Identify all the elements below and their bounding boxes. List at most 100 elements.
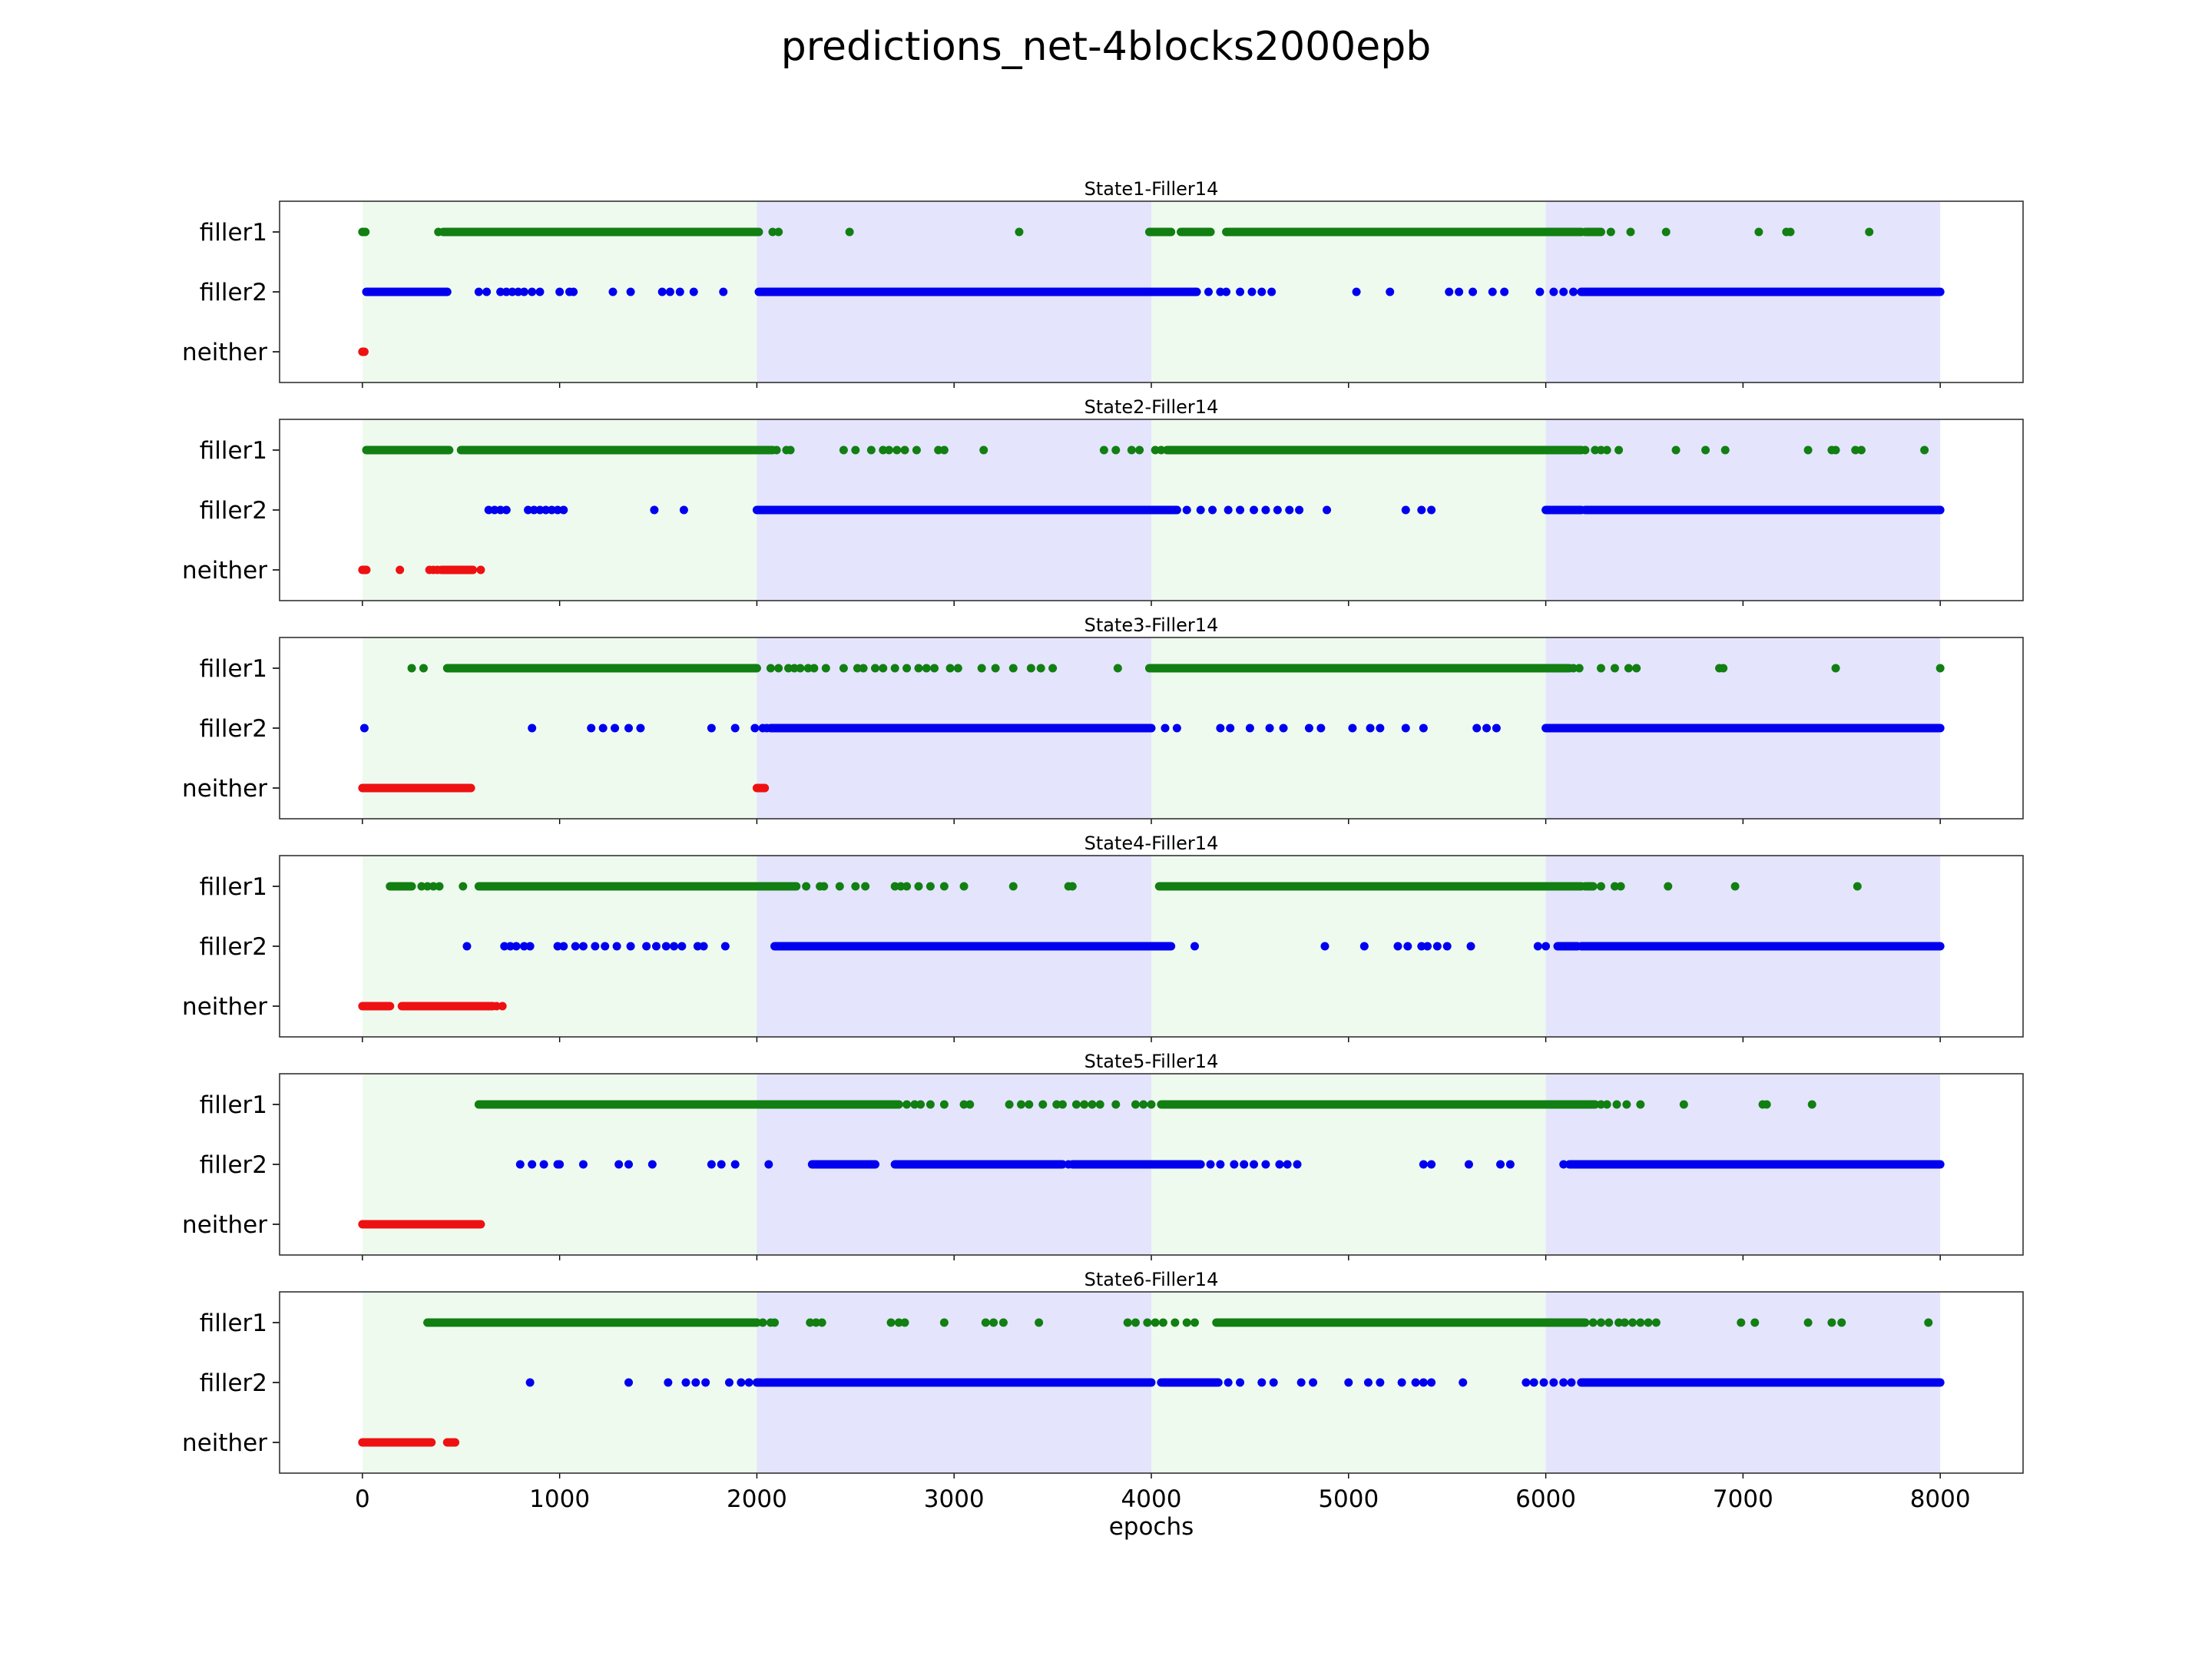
data-point: [1496, 1160, 1505, 1169]
data-point: [1222, 287, 1231, 296]
data-point: [681, 1378, 690, 1387]
data-point: [675, 287, 684, 296]
data-point: [1008, 664, 1018, 673]
data-point: [482, 287, 492, 296]
series-filler1: [358, 227, 1874, 237]
data-point: [1245, 724, 1254, 733]
data-point: [1206, 1160, 1215, 1169]
data-point: [1352, 287, 1361, 296]
data-point: [647, 1160, 657, 1169]
data-point: [1048, 664, 1058, 673]
data-point: [1080, 1100, 1089, 1109]
x-tick-label: 8000: [1910, 1485, 1971, 1513]
y-tick-label: neither: [182, 1211, 267, 1239]
data-point: [1936, 664, 1945, 673]
data-point: [693, 942, 702, 951]
data-point: [764, 1160, 773, 1169]
data-point: [750, 724, 760, 733]
data-point: [1257, 287, 1267, 296]
data-point: [1190, 942, 1199, 951]
data-point: [1158, 1318, 1167, 1327]
data-point: [626, 942, 635, 951]
data-point: [547, 505, 556, 515]
data-point: [1230, 1160, 1239, 1169]
data-point: [569, 287, 578, 296]
data-point: [1236, 505, 1245, 515]
data-point: [512, 942, 521, 951]
data-point: [1762, 1100, 1771, 1109]
data-point: [1008, 882, 1018, 891]
data-point: [661, 942, 671, 951]
data-point: [1386, 287, 1395, 296]
data-point: [1038, 1100, 1048, 1109]
data-point: [1661, 227, 1671, 237]
data-point: [1172, 724, 1181, 733]
data-point: [894, 1318, 903, 1327]
data-point: [1455, 287, 1464, 296]
data-point: [1459, 1378, 1468, 1387]
data-point: [851, 445, 860, 455]
data-point: [1569, 664, 1578, 673]
data-point: [1442, 942, 1452, 951]
data-point: [707, 724, 716, 733]
series-filler2: [484, 505, 1945, 515]
data-point: [1025, 1100, 1034, 1109]
data-point: [1151, 445, 1160, 455]
data-point: [1283, 1160, 1292, 1169]
data-point: [790, 664, 799, 673]
data-point: [1575, 664, 1584, 673]
data-point: [744, 1378, 753, 1387]
data-point: [490, 505, 499, 515]
data-point: [1581, 445, 1590, 455]
data-point: [677, 942, 687, 951]
data-point: [870, 664, 879, 673]
data-point: [861, 882, 870, 891]
data-point: [524, 505, 533, 515]
data-point: [879, 664, 888, 673]
data-point: [1924, 1318, 1933, 1327]
data-point: [578, 942, 588, 951]
data-point: [900, 1318, 909, 1327]
subplot-title: State4-Filler14: [1084, 833, 1219, 854]
x-tick-label: 7000: [1713, 1485, 1773, 1513]
data-point: [1143, 1318, 1152, 1327]
data-point: [1464, 1160, 1473, 1169]
data-point: [1236, 287, 1245, 296]
x-axis: 0 1000 2000 3000 4000 5000 6000 7000 8000 epochs: [355, 1485, 1971, 1541]
data-point: [939, 1100, 949, 1109]
data-point: [624, 1160, 634, 1169]
x-tick-label: 2000: [727, 1485, 787, 1513]
data-point: [1588, 1318, 1598, 1327]
data-point: [1602, 445, 1611, 455]
data-point: [519, 287, 528, 296]
data-point: [555, 1160, 565, 1169]
data-point: [514, 287, 523, 296]
data-point: [1403, 942, 1412, 951]
data-point: [1664, 882, 1673, 891]
y-tick-label: filler2: [200, 279, 267, 306]
data-point: [502, 287, 511, 296]
data-point: [817, 1318, 826, 1327]
data-point: [429, 882, 438, 891]
data-point: [1602, 1100, 1611, 1109]
data-point: [614, 1160, 624, 1169]
data-point: [1344, 1378, 1353, 1387]
data-point: [1671, 445, 1681, 455]
data-point: [591, 942, 600, 951]
data-point: [1182, 505, 1191, 515]
y-tick-label: neither: [182, 775, 267, 803]
data-point: [886, 1318, 896, 1327]
data-point: [1472, 724, 1482, 733]
data-point: [1058, 1100, 1067, 1109]
data-point: [626, 287, 635, 296]
data-point: [1005, 1100, 1014, 1109]
data-point: [914, 882, 923, 891]
data-point: [1606, 227, 1615, 237]
data-point: [1401, 505, 1410, 515]
data-point: [1831, 445, 1840, 455]
subplot-title: State1-Filler14: [1084, 178, 1219, 200]
data-point: [926, 882, 935, 891]
data-point: [1320, 942, 1330, 951]
data-point: [636, 724, 645, 733]
data-point: [859, 664, 868, 673]
